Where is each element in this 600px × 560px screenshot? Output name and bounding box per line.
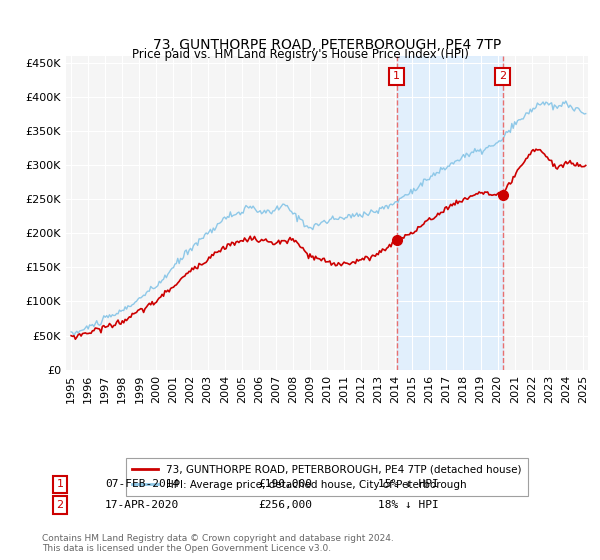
Bar [397, 56, 503, 370]
Title: 73, GUNTHORPE ROAD, PETERBOROUGH, PE4 7TP: 73, GUNTHORPE ROAD, PETERBOROUGH, PE4 7T… [153, 38, 501, 52]
Text: 15% ↓ HPI: 15% ↓ HPI [378, 479, 439, 489]
Text: 07-FEB-2014: 07-FEB-2014 [105, 479, 179, 489]
Text: 17-APR-2020: 17-APR-2020 [105, 500, 179, 510]
Text: 1: 1 [393, 72, 400, 81]
Text: Price paid vs. HM Land Registry's House Price Index (HPI): Price paid vs. HM Land Registry's House … [131, 48, 469, 60]
Text: 1: 1 [56, 479, 64, 489]
Text: 2: 2 [499, 72, 506, 81]
Text: £190,000: £190,000 [258, 479, 312, 489]
Text: Contains HM Land Registry data © Crown copyright and database right 2024.
This d: Contains HM Land Registry data © Crown c… [42, 534, 394, 553]
Legend: 73, GUNTHORPE ROAD, PETERBOROUGH, PE4 7TP (detached house), HPI: Average price, : 73, GUNTHORPE ROAD, PETERBOROUGH, PE4 7T… [126, 459, 528, 496]
Text: £256,000: £256,000 [258, 500, 312, 510]
Text: 18% ↓ HPI: 18% ↓ HPI [378, 500, 439, 510]
Text: 2: 2 [56, 500, 64, 510]
